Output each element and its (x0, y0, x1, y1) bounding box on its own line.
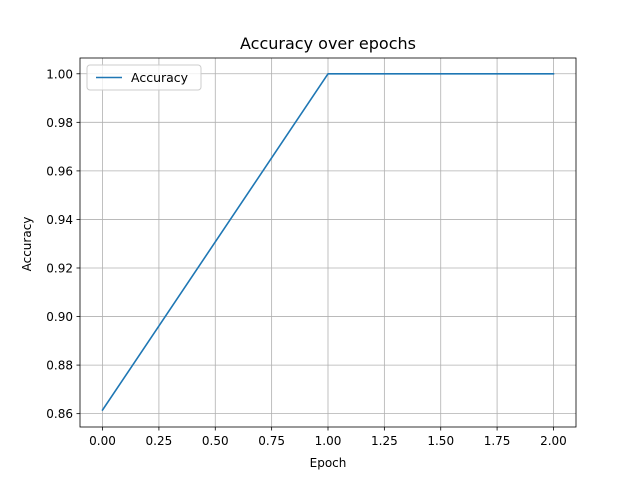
legend-entry-label: Accuracy (131, 70, 189, 85)
x-tick-label: 0.50 (202, 434, 229, 448)
y-tick-label: 0.94 (46, 213, 73, 227)
series-line-accuracy (101, 72, 555, 412)
y-tick-label: 0.90 (46, 310, 73, 324)
x-tick-label: 1.50 (427, 434, 454, 448)
x-tick-label: 1.00 (315, 434, 342, 448)
x-tick-label: 1.75 (484, 434, 511, 448)
x-tick-label: 0.75 (258, 434, 285, 448)
y-tick-label: 0.98 (46, 116, 73, 130)
chart-title: Accuracy over epochs (240, 34, 416, 53)
x-tick-label: 1.25 (371, 434, 398, 448)
y-tick-label: 0.92 (46, 261, 73, 275)
y-tick-label: 1.00 (46, 67, 73, 81)
y-axis-label: Accuracy (20, 217, 34, 272)
x-tick-label: 0.00 (89, 434, 116, 448)
axes-frame (79, 57, 577, 428)
y-tick-label: 0.96 (46, 164, 73, 178)
y-tick-label: 0.86 (46, 407, 73, 421)
x-tick-label: 2.00 (540, 434, 567, 448)
y-tick-label: 0.88 (46, 359, 73, 373)
x-tick-label: 0.25 (146, 434, 173, 448)
x-axis-label: Epoch (310, 456, 347, 470)
legend-box (86, 64, 202, 91)
plot-area: 0.00 0.25 0.50 0.75 1.00 1.25 1.50 1.75 2.00 0.86… (46, 57, 577, 448)
